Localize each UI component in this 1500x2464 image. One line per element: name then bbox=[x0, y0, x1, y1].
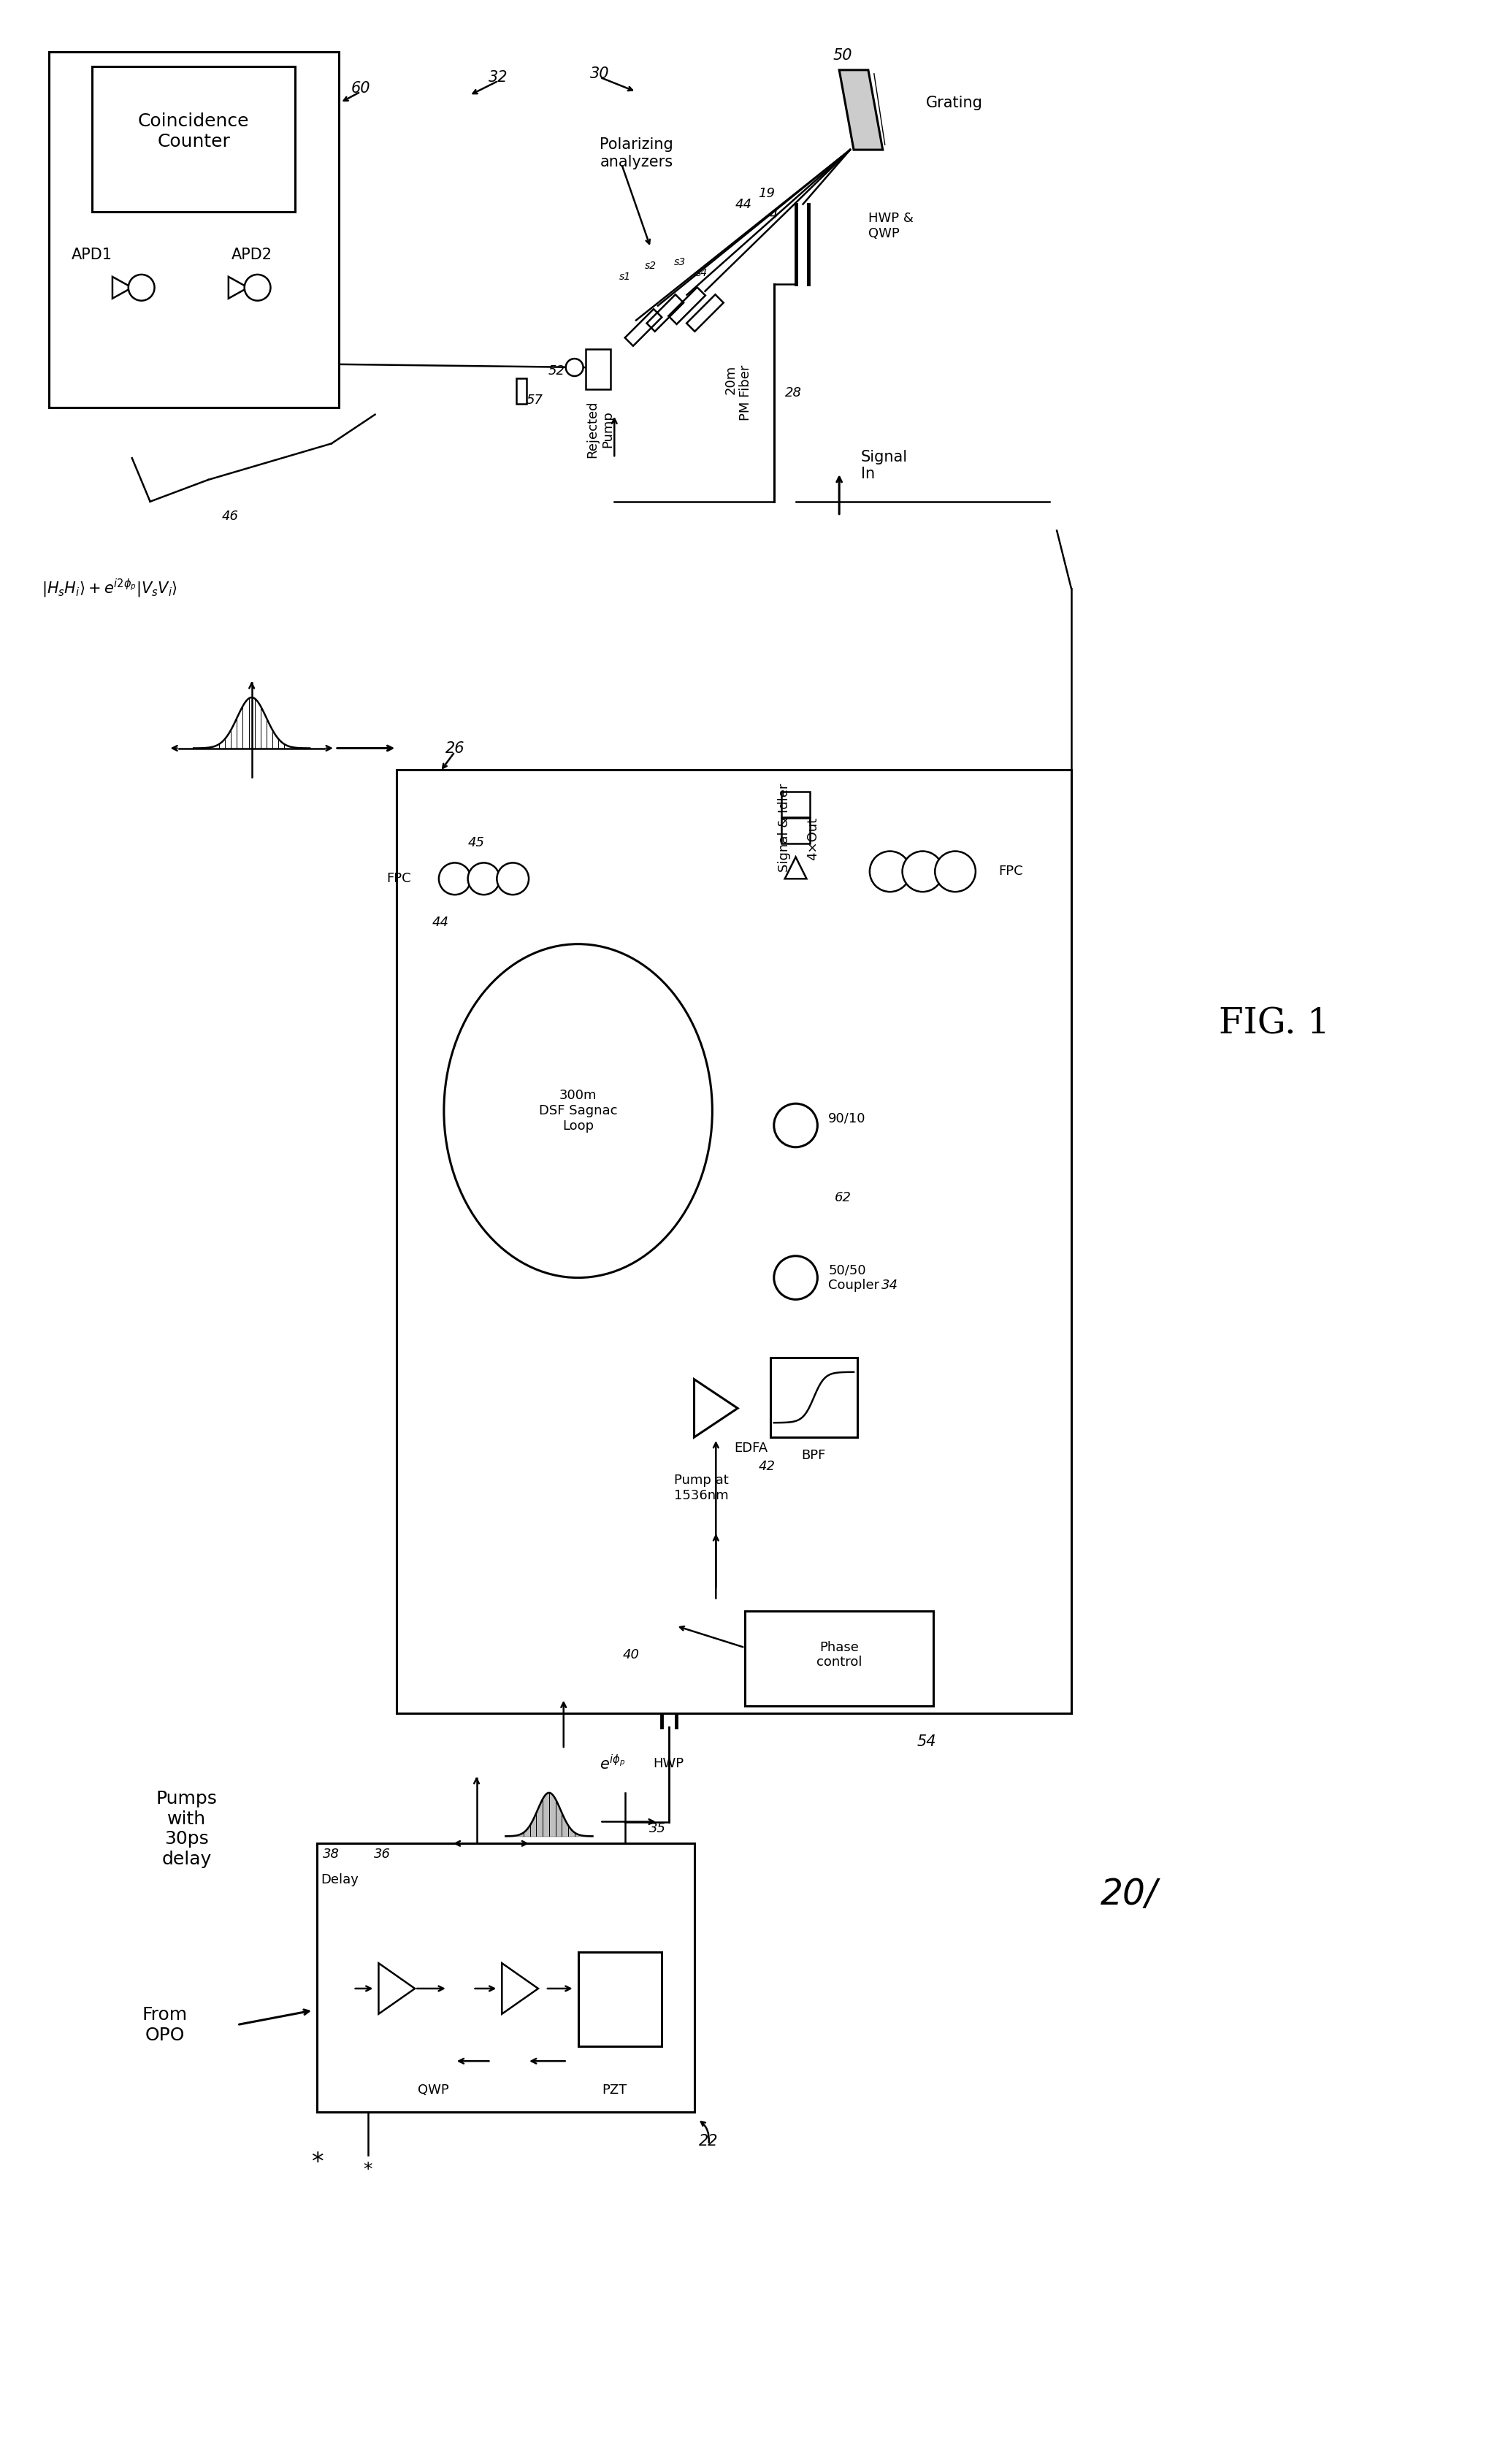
Text: Polarizing
analyzers: Polarizing analyzers bbox=[600, 138, 674, 170]
Text: Grating: Grating bbox=[927, 96, 982, 111]
Text: 54: 54 bbox=[916, 1735, 936, 1749]
Text: *: * bbox=[363, 2161, 372, 2178]
Circle shape bbox=[440, 862, 471, 894]
Text: Signal
In: Signal In bbox=[861, 448, 907, 480]
Text: FIG. 1: FIG. 1 bbox=[1219, 1008, 1330, 1040]
Circle shape bbox=[129, 274, 154, 301]
Bar bbox=[585, 350, 610, 389]
Bar bbox=[48, 52, 339, 407]
Text: 45: 45 bbox=[468, 835, 484, 850]
Text: 50: 50 bbox=[832, 49, 852, 62]
Text: 40: 40 bbox=[622, 1648, 639, 1661]
Text: 4×Out: 4×Out bbox=[807, 818, 819, 860]
Bar bbox=[578, 1951, 661, 2048]
Text: BPF: BPF bbox=[801, 1449, 826, 1461]
Polygon shape bbox=[839, 69, 882, 150]
Text: QWP: QWP bbox=[417, 2085, 448, 2097]
Text: s1: s1 bbox=[619, 271, 631, 281]
Circle shape bbox=[774, 1104, 818, 1148]
Polygon shape bbox=[694, 1380, 738, 1437]
Text: 26: 26 bbox=[446, 742, 465, 756]
Bar bbox=[745, 1611, 933, 1705]
Text: 19: 19 bbox=[759, 187, 776, 200]
Text: 44: 44 bbox=[432, 917, 448, 929]
Text: 62: 62 bbox=[834, 1190, 850, 1205]
Text: 28: 28 bbox=[784, 387, 801, 399]
Text: APD1: APD1 bbox=[72, 249, 112, 261]
Circle shape bbox=[903, 850, 944, 892]
Text: s3: s3 bbox=[674, 256, 686, 266]
Text: Delay: Delay bbox=[321, 1873, 358, 1887]
Text: Phase
control: Phase control bbox=[816, 1641, 862, 1668]
Text: FPC: FPC bbox=[387, 872, 411, 885]
Text: 42: 42 bbox=[759, 1459, 776, 1473]
Text: Coincidence
Counter: Coincidence Counter bbox=[138, 113, 249, 150]
Circle shape bbox=[468, 862, 499, 894]
Text: HWP &
QWP: HWP & QWP bbox=[868, 212, 913, 239]
Text: s4: s4 bbox=[696, 269, 708, 278]
Circle shape bbox=[565, 360, 584, 377]
Text: HWP: HWP bbox=[654, 1757, 684, 1769]
Text: $|H_sH_i\rangle+e^{i2\phi_p}|V_sV_i\rangle$: $|H_sH_i\rangle+e^{i2\phi_p}|V_sV_i\rang… bbox=[42, 577, 177, 599]
Text: 90/10: 90/10 bbox=[828, 1111, 865, 1124]
Text: 38: 38 bbox=[322, 1848, 340, 1860]
Text: APD2: APD2 bbox=[231, 249, 271, 261]
Text: 57: 57 bbox=[526, 394, 543, 407]
Text: Pump at
1536nm: Pump at 1536nm bbox=[674, 1473, 729, 1503]
Text: 4: 4 bbox=[770, 209, 778, 222]
Text: 44: 44 bbox=[735, 197, 752, 212]
Bar bbox=[316, 1843, 694, 2112]
Text: 60: 60 bbox=[351, 81, 370, 96]
Text: 35: 35 bbox=[649, 1823, 666, 1836]
Text: EDFA: EDFA bbox=[733, 1441, 768, 1454]
Bar bbox=[92, 67, 295, 212]
Text: Rejected
Pump: Rejected Pump bbox=[585, 399, 614, 458]
Text: PZT: PZT bbox=[602, 2085, 627, 2097]
Text: 50/50
Coupler: 50/50 Coupler bbox=[828, 1264, 879, 1291]
Text: 34: 34 bbox=[882, 1279, 898, 1291]
Text: Pumps
with
30ps
delay: Pumps with 30ps delay bbox=[156, 1789, 217, 1868]
Text: *: * bbox=[310, 2151, 322, 2176]
Circle shape bbox=[934, 850, 975, 892]
Text: From
OPO: From OPO bbox=[142, 2006, 188, 2043]
Ellipse shape bbox=[444, 944, 712, 1279]
Text: 20m
PM Fiber: 20m PM Fiber bbox=[724, 365, 752, 421]
Text: FPC: FPC bbox=[999, 865, 1023, 877]
Text: 46: 46 bbox=[222, 510, 238, 522]
Bar bbox=[782, 818, 810, 843]
Text: 22: 22 bbox=[699, 2134, 718, 2149]
Text: 36: 36 bbox=[374, 1848, 390, 1860]
Bar bbox=[516, 379, 526, 404]
Bar bbox=[771, 1358, 858, 1437]
Text: $e^{i\phi_p}$: $e^{i\phi_p}$ bbox=[600, 1754, 625, 1774]
Text: 30: 30 bbox=[590, 67, 609, 81]
Circle shape bbox=[496, 862, 529, 894]
Circle shape bbox=[870, 850, 910, 892]
Text: s2: s2 bbox=[645, 261, 657, 271]
Text: 300m
DSF Sagnac
Loop: 300m DSF Sagnac Loop bbox=[538, 1089, 618, 1133]
Text: Signal & Idler: Signal & Idler bbox=[777, 784, 790, 872]
Circle shape bbox=[774, 1257, 818, 1299]
Text: 32: 32 bbox=[489, 69, 508, 84]
Text: 52: 52 bbox=[548, 365, 564, 377]
Bar bbox=[398, 769, 1071, 1712]
Circle shape bbox=[244, 274, 270, 301]
Text: 20/: 20/ bbox=[1101, 1878, 1158, 1912]
Bar bbox=[782, 791, 810, 818]
